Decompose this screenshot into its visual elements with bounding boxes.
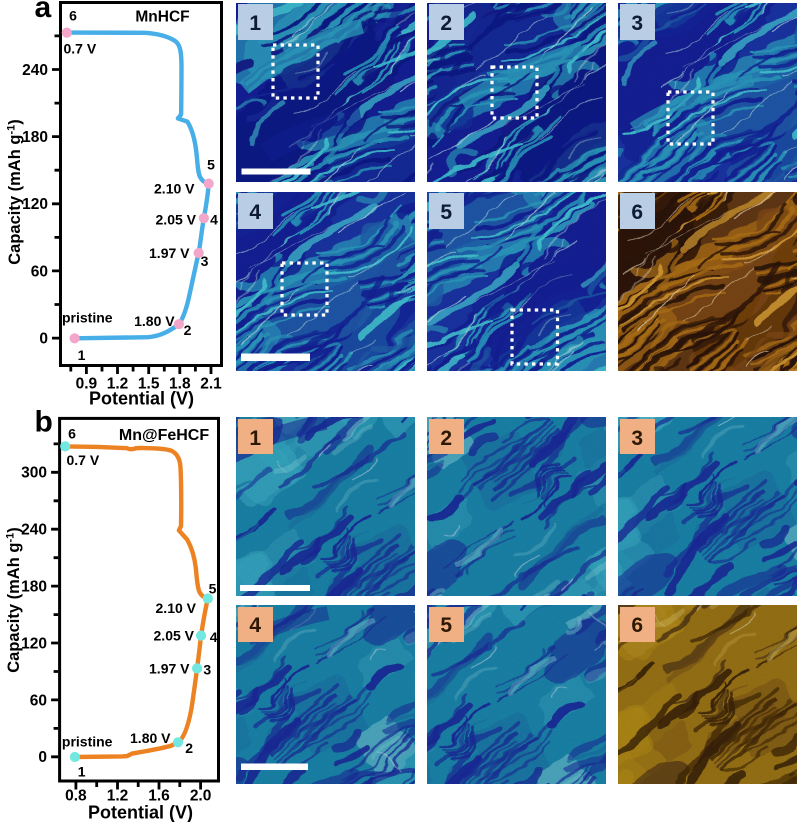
svg-text:2.10 V: 2.10 V [154,181,195,197]
svg-text:1: 1 [78,763,86,779]
svg-text:120: 120 [21,635,47,652]
svg-text:2.05 V: 2.05 V [156,211,197,227]
svg-text:2: 2 [185,740,193,756]
svg-text:4: 4 [210,629,218,645]
svg-text:4: 4 [210,211,218,227]
svg-text:0.7 V: 0.7 V [67,452,100,468]
svg-text:pristine: pristine [62,733,113,749]
svg-text:1.97 V: 1.97 V [149,245,190,261]
svg-text:6: 6 [68,425,76,441]
svg-text:1.2: 1.2 [107,788,129,805]
svg-text:1: 1 [78,347,86,363]
svg-text:0.9: 0.9 [76,376,98,393]
svg-text:3: 3 [201,253,209,269]
svg-text:5: 5 [207,157,215,173]
svg-text:1.5: 1.5 [138,376,160,393]
svg-text:1.80 V: 1.80 V [130,730,171,746]
svg-text:2.10 V: 2.10 V [156,600,197,616]
svg-text:180: 180 [22,129,48,146]
svg-text:2.0: 2.0 [190,788,212,805]
svg-text:240: 240 [22,62,48,79]
svg-text:0.7 V: 0.7 V [64,41,97,57]
svg-text:b: b [35,406,53,439]
svg-text:0.8: 0.8 [65,788,87,805]
svg-text:6: 6 [69,8,77,24]
svg-text:1.6: 1.6 [148,788,170,805]
svg-text:MnHCF: MnHCF [135,9,189,26]
svg-text:60: 60 [31,263,48,280]
svg-text:300: 300 [21,465,47,482]
svg-text:5: 5 [209,580,217,596]
svg-text:2: 2 [184,322,192,338]
svg-text:a: a [35,0,52,24]
svg-text:0: 0 [39,331,48,348]
svg-text:1.97 V: 1.97 V [149,660,190,676]
svg-text:1.8: 1.8 [169,376,191,393]
svg-text:Capacity (mAh g-1): Capacity (mAh g-1) [6,119,25,264]
svg-text:Mn@FeHCF: Mn@FeHCF [119,427,209,444]
svg-text:Potential (V): Potential (V) [89,389,194,409]
svg-text:0: 0 [38,749,47,766]
svg-text:1.80 V: 1.80 V [134,313,175,329]
svg-text:60: 60 [30,692,47,709]
svg-text:pristine: pristine [62,310,113,326]
svg-text:240: 240 [21,522,47,539]
svg-text:2.1: 2.1 [200,376,222,393]
svg-text:1.2: 1.2 [107,376,129,393]
svg-text:Capacity (mAh g-1): Capacity (mAh g-1) [5,527,24,672]
svg-text:3: 3 [203,662,211,678]
svg-text:Potential (V): Potential (V) [88,803,193,822]
svg-text:120: 120 [22,196,48,213]
svg-text:180: 180 [21,579,47,596]
svg-text:2.05 V: 2.05 V [154,628,195,644]
